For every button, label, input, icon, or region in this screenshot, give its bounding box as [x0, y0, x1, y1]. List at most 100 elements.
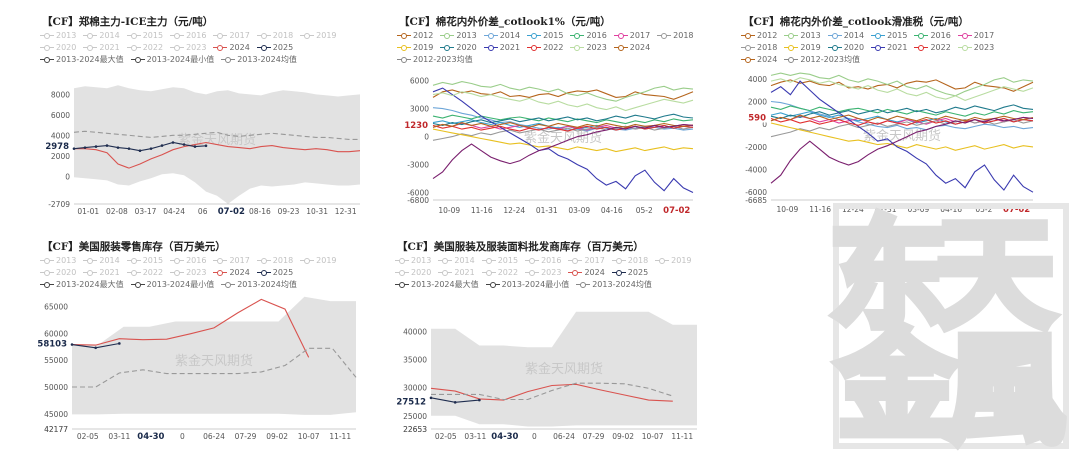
- legend-item[interactable]: 2023: [170, 42, 206, 54]
- legend-swatch-icon: [126, 269, 141, 277]
- legend-item[interactable]: 2014: [827, 30, 864, 42]
- legend-swatch-icon: [395, 281, 409, 289]
- legend-item[interactable]: 2012-2023均值: [784, 54, 860, 66]
- legend-item[interactable]: 2018: [256, 255, 293, 267]
- legend-item[interactable]: 2016: [570, 30, 607, 42]
- legend-item[interactable]: 2025: [256, 267, 293, 279]
- legend-item[interactable]: 2025: [611, 267, 648, 279]
- legend-item[interactable]: 2013-2024均值: [221, 54, 297, 66]
- legend-item[interactable]: 2013-2024最小值: [130, 279, 214, 291]
- legend-item[interactable]: 2021: [83, 267, 120, 279]
- legend-item[interactable]: 2022: [527, 42, 563, 54]
- legend-label: 2025: [272, 43, 294, 52]
- legend-item[interactable]: 2023: [957, 42, 995, 54]
- legend-item[interactable]: 2013-2024最大值: [395, 279, 479, 291]
- legend-item[interactable]: 2013-2024最大值: [40, 279, 124, 291]
- legend-item[interactable]: 2024: [741, 54, 777, 66]
- legend-item[interactable]: 2017: [213, 30, 250, 42]
- legend-item[interactable]: 2024: [213, 42, 250, 54]
- legend-item[interactable]: 2014: [83, 30, 120, 42]
- legend-item[interactable]: 2014: [483, 30, 520, 42]
- legend-item[interactable]: 2022: [481, 267, 518, 279]
- legend-item[interactable]: 2022: [126, 42, 163, 54]
- chart-legend: 2013 2014 2015 2016 2017 2018 2019 2020 2021 2022…: [40, 30, 368, 66]
- legend-label: 2024: [629, 43, 651, 52]
- legend-item[interactable]: 2013-2024最小值: [130, 54, 214, 66]
- x-tick-label: 03-09: [568, 206, 590, 215]
- legend-item[interactable]: 2013-2024均值: [221, 279, 297, 291]
- legend-item[interactable]: 2012: [397, 30, 433, 42]
- legend-item[interactable]: 2018: [741, 42, 777, 54]
- legend-item[interactable]: 2022: [914, 42, 951, 54]
- legend-item[interactable]: 2016: [914, 30, 951, 42]
- legend-item[interactable]: 2013: [395, 255, 431, 267]
- legend-item[interactable]: 2015: [481, 255, 518, 267]
- legend-item[interactable]: 2024: [213, 267, 250, 279]
- legend-item[interactable]: 2013-2024最小值: [485, 279, 569, 291]
- legend-item[interactable]: 2017: [613, 30, 650, 42]
- legend-item[interactable]: 2020: [827, 42, 864, 54]
- legend-item[interactable]: 2012-2023均值: [397, 54, 473, 66]
- legend-item[interactable]: 2021: [483, 42, 520, 54]
- legend-item[interactable]: 2016: [170, 30, 206, 42]
- legend-item[interactable]: 2014: [438, 255, 475, 267]
- legend-swatch-icon: [527, 44, 542, 52]
- chart-panel-spread-cotlook-1pct: 【CF】棉花内外价差_cotlook1%（元/吨） 2012 2013 2014 20…: [393, 8, 709, 223]
- legend-item[interactable]: 2020: [40, 42, 76, 54]
- legend-item[interactable]: 2021: [871, 42, 907, 54]
- legend-label: 2023: [973, 43, 995, 52]
- legend-item[interactable]: 2020: [40, 267, 76, 279]
- legend-item[interactable]: 2019: [300, 30, 337, 42]
- legend-item[interactable]: 2023: [170, 267, 206, 279]
- legend-item[interactable]: 2015: [871, 30, 907, 42]
- legend-item[interactable]: 2018: [256, 30, 293, 42]
- legend-item[interactable]: 2013: [440, 30, 477, 42]
- legend-swatch-icon: [83, 269, 98, 277]
- legend-item[interactable]: 2013: [40, 30, 76, 42]
- data-point: [83, 146, 87, 149]
- legend-item[interactable]: 2012: [741, 30, 777, 42]
- legend-item[interactable]: 2013-2024最大值: [40, 54, 124, 66]
- legend-label: 2014: [454, 256, 475, 265]
- chart-legend: 2013 2014 2015 2016 2017 2018 2019 2020 2021 2022…: [40, 255, 370, 291]
- series-line: [432, 87, 694, 193]
- series-line: [770, 122, 1034, 151]
- legend-item[interactable]: 2020: [395, 267, 431, 279]
- legend-item[interactable]: 2024: [613, 42, 651, 54]
- legend-item[interactable]: 2013: [784, 30, 821, 42]
- legend-item[interactable]: 2020: [440, 42, 477, 54]
- legend-item[interactable]: 2014: [83, 255, 120, 267]
- legend-item[interactable]: 2022: [126, 267, 163, 279]
- legend-item[interactable]: 2024: [568, 267, 605, 279]
- x-tick-label: 12-24: [503, 206, 525, 215]
- legend-item[interactable]: 2015: [527, 30, 563, 42]
- legend-label: 2019: [671, 256, 692, 265]
- legend-item[interactable]: 2015: [126, 255, 163, 267]
- series-line: [432, 122, 694, 128]
- legend-item[interactable]: 2019: [397, 42, 433, 54]
- legend-item[interactable]: 2018: [657, 30, 694, 42]
- legend-item[interactable]: 2015: [126, 30, 163, 42]
- legend-item[interactable]: 2013: [40, 255, 76, 267]
- legend-item[interactable]: 2017: [568, 255, 605, 267]
- legend-swatch-icon: [784, 32, 799, 40]
- chart-title: 【CF】美国服装零售库存（百万美元）: [42, 241, 226, 253]
- legend-item[interactable]: 2023: [570, 42, 607, 54]
- legend-item[interactable]: 2013-2024均值: [576, 279, 652, 291]
- legend-item[interactable]: 2025: [256, 42, 294, 54]
- legend-item[interactable]: 2023: [525, 267, 561, 279]
- legend-item[interactable]: 2021: [83, 42, 120, 54]
- legend-item[interactable]: 2018: [611, 255, 648, 267]
- legend-item[interactable]: 2019: [300, 255, 337, 267]
- legend-item[interactable]: 2017: [957, 30, 994, 42]
- legend-item[interactable]: 2017: [213, 255, 250, 267]
- legend-swatch-icon: [40, 44, 54, 52]
- legend-item[interactable]: 2016: [525, 255, 561, 267]
- watermark-text: 紫金天风期货: [525, 361, 603, 377]
- legend-item[interactable]: 2019: [784, 42, 821, 54]
- legend-item[interactable]: 2021: [438, 267, 475, 279]
- legend-item[interactable]: 2019: [655, 255, 692, 267]
- legend-swatch-icon: [300, 257, 315, 265]
- legend-swatch-icon: [827, 32, 842, 40]
- legend-item[interactable]: 2016: [170, 255, 206, 267]
